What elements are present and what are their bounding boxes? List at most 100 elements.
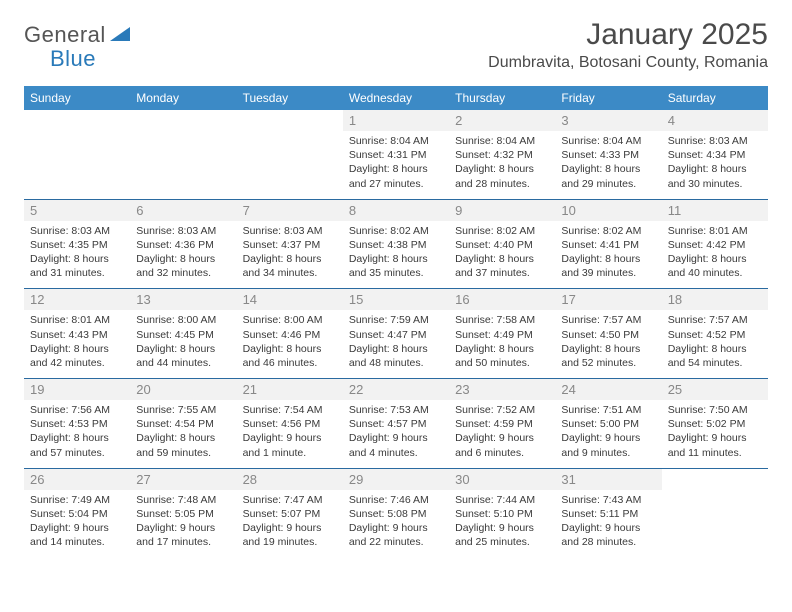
day-data: Sunrise: 8:04 AMSunset: 4:33 PMDaylight:… — [561, 134, 655, 191]
calendar-header-row: SundayMondayTuesdayWednesdayThursdayFrid… — [24, 86, 768, 110]
day-data: Sunrise: 8:03 AMSunset: 4:36 PMDaylight:… — [136, 224, 230, 281]
day-number: 28 — [237, 469, 343, 490]
day-number: 2 — [449, 110, 555, 131]
day-number: 26 — [24, 469, 130, 490]
calendar-cell: 3 Sunrise: 8:04 AMSunset: 4:33 PMDaylight… — [555, 110, 661, 199]
calendar-cell: 19 Sunrise: 7:56 AMSunset: 4:53 PMDayligh… — [24, 379, 130, 469]
logo-text-blue: Blue — [50, 46, 96, 71]
calendar-cell: 20 Sunrise: 7:55 AMSunset: 4:54 PMDayligh… — [130, 379, 236, 469]
day-number: 18 — [662, 289, 768, 310]
day-number: 22 — [343, 379, 449, 400]
day-data: Sunrise: 8:03 AMSunset: 4:34 PMDaylight:… — [668, 134, 762, 191]
day-data: Sunrise: 7:53 AMSunset: 4:57 PMDaylight:… — [349, 403, 443, 460]
day-number: 30 — [449, 469, 555, 490]
calendar-cell: 5 Sunrise: 8:03 AMSunset: 4:35 PMDaylight… — [24, 199, 130, 289]
weekday-header: Tuesday — [237, 86, 343, 110]
day-number: 16 — [449, 289, 555, 310]
day-data: Sunrise: 7:44 AMSunset: 5:10 PMDaylight:… — [455, 493, 549, 550]
day-number: 31 — [555, 469, 661, 490]
location: Dumbravita, Botosani County, Romania — [488, 54, 768, 72]
calendar-cell: 1 Sunrise: 8:04 AMSunset: 4:31 PMDaylight… — [343, 110, 449, 199]
calendar-cell: 6 Sunrise: 8:03 AMSunset: 4:36 PMDaylight… — [130, 199, 236, 289]
day-number: 29 — [343, 469, 449, 490]
day-data: Sunrise: 8:04 AMSunset: 4:31 PMDaylight:… — [349, 134, 443, 191]
calendar-cell: 11 Sunrise: 8:01 AMSunset: 4:42 PMDayligh… — [662, 199, 768, 289]
calendar-cell: 30 Sunrise: 7:44 AMSunset: 5:10 PMDayligh… — [449, 468, 555, 557]
calendar-cell — [237, 110, 343, 199]
day-number: 19 — [24, 379, 130, 400]
calendar-cell: 8 Sunrise: 8:02 AMSunset: 4:38 PMDaylight… — [343, 199, 449, 289]
day-data: Sunrise: 7:52 AMSunset: 4:59 PMDaylight:… — [455, 403, 549, 460]
day-data: Sunrise: 7:57 AMSunset: 4:50 PMDaylight:… — [561, 313, 655, 370]
logo-text-general: General — [24, 22, 106, 48]
day-data: Sunrise: 7:58 AMSunset: 4:49 PMDaylight:… — [455, 313, 549, 370]
day-data: Sunrise: 8:03 AMSunset: 4:35 PMDaylight:… — [30, 224, 124, 281]
title-block: January 2025 Dumbravita, Botosani County… — [488, 18, 768, 72]
day-number: 6 — [130, 200, 236, 221]
day-number: 13 — [130, 289, 236, 310]
day-number: 11 — [662, 200, 768, 221]
day-data: Sunrise: 8:02 AMSunset: 4:38 PMDaylight:… — [349, 224, 443, 281]
day-data: Sunrise: 8:02 AMSunset: 4:41 PMDaylight:… — [561, 224, 655, 281]
calendar-cell: 18 Sunrise: 7:57 AMSunset: 4:52 PMDayligh… — [662, 289, 768, 379]
day-number: 15 — [343, 289, 449, 310]
day-number: 8 — [343, 200, 449, 221]
calendar-cell: 24 Sunrise: 7:51 AMSunset: 5:00 PMDayligh… — [555, 379, 661, 469]
day-data: Sunrise: 7:57 AMSunset: 4:52 PMDaylight:… — [668, 313, 762, 370]
calendar-cell: 17 Sunrise: 7:57 AMSunset: 4:50 PMDayligh… — [555, 289, 661, 379]
calendar-cell: 9Sunrise: 8:02 AMSunset: 4:40 PMDaylight… — [449, 199, 555, 289]
calendar-cell: 16 Sunrise: 7:58 AMSunset: 4:49 PMDayligh… — [449, 289, 555, 379]
weekday-header: Monday — [130, 86, 236, 110]
calendar-cell: 14Sunrise: 8:00 AMSunset: 4:46 PMDayligh… — [237, 289, 343, 379]
day-number: 3 — [555, 110, 661, 131]
weekday-header: Thursday — [449, 86, 555, 110]
logo: General — [24, 18, 132, 48]
calendar-cell: 2 Sunrise: 8:04 AMSunset: 4:32 PMDaylight… — [449, 110, 555, 199]
day-data: Sunrise: 8:01 AMSunset: 4:43 PMDaylight:… — [30, 313, 124, 370]
calendar-cell: 27 Sunrise: 7:48 AMSunset: 5:05 PMDayligh… — [130, 468, 236, 557]
day-number: 23 — [449, 379, 555, 400]
day-data: Sunrise: 7:51 AMSunset: 5:00 PMDaylight:… — [561, 403, 655, 460]
calendar-cell: 25 Sunrise: 7:50 AMSunset: 5:02 PMDayligh… — [662, 379, 768, 469]
day-data: Sunrise: 8:04 AMSunset: 4:32 PMDaylight:… — [455, 134, 549, 191]
day-data: Sunrise: 7:46 AMSunset: 5:08 PMDaylight:… — [349, 493, 443, 550]
weekday-header: Wednesday — [343, 86, 449, 110]
day-number: 5 — [24, 200, 130, 221]
day-number: 12 — [24, 289, 130, 310]
calendar-cell: 10Sunrise: 8:02 AMSunset: 4:41 PMDayligh… — [555, 199, 661, 289]
calendar-cell: 22 Sunrise: 7:53 AMSunset: 4:57 PMDayligh… — [343, 379, 449, 469]
day-data: Sunrise: 7:55 AMSunset: 4:54 PMDaylight:… — [136, 403, 230, 460]
day-number: 21 — [237, 379, 343, 400]
weekday-header: Saturday — [662, 86, 768, 110]
day-number: 17 — [555, 289, 661, 310]
weekday-header: Sunday — [24, 86, 130, 110]
month-title: January 2025 — [488, 18, 768, 52]
day-data: Sunrise: 8:00 AMSunset: 4:46 PMDaylight:… — [243, 313, 337, 370]
calendar-cell: 12 Sunrise: 8:01 AMSunset: 4:43 PMDayligh… — [24, 289, 130, 379]
day-number: 20 — [130, 379, 236, 400]
day-data: Sunrise: 7:59 AMSunset: 4:47 PMDaylight:… — [349, 313, 443, 370]
calendar-cell: 7Sunrise: 8:03 AMSunset: 4:37 PMDaylight… — [237, 199, 343, 289]
day-data: Sunrise: 8:00 AMSunset: 4:45 PMDaylight:… — [136, 313, 230, 370]
day-number: 27 — [130, 469, 236, 490]
day-data: Sunrise: 8:02 AMSunset: 4:40 PMDaylight:… — [455, 224, 549, 281]
calendar-cell: 4Sunrise: 8:03 AMSunset: 4:34 PMDaylight… — [662, 110, 768, 199]
calendar-cell: 15 Sunrise: 7:59 AMSunset: 4:47 PMDayligh… — [343, 289, 449, 379]
calendar-cell: 26Sunrise: 7:49 AMSunset: 5:04 PMDayligh… — [24, 468, 130, 557]
day-number: 24 — [555, 379, 661, 400]
calendar-table: SundayMondayTuesdayWednesdayThursdayFrid… — [24, 86, 768, 557]
day-number: 1 — [343, 110, 449, 131]
calendar-cell — [130, 110, 236, 199]
weekday-header: Friday — [555, 86, 661, 110]
calendar-cell: 21Sunrise: 7:54 AMSunset: 4:56 PMDayligh… — [237, 379, 343, 469]
day-number: 25 — [662, 379, 768, 400]
calendar-cell: 28Sunrise: 7:47 AMSunset: 5:07 PMDayligh… — [237, 468, 343, 557]
calendar-cell: 23 Sunrise: 7:52 AMSunset: 4:59 PMDayligh… — [449, 379, 555, 469]
day-data: Sunrise: 7:56 AMSunset: 4:53 PMDaylight:… — [30, 403, 124, 460]
calendar-cell: 29 Sunrise: 7:46 AMSunset: 5:08 PMDayligh… — [343, 468, 449, 557]
calendar-cell: 13 Sunrise: 8:00 AMSunset: 4:45 PMDayligh… — [130, 289, 236, 379]
day-data: Sunrise: 8:01 AMSunset: 4:42 PMDaylight:… — [668, 224, 762, 281]
day-data: Sunrise: 7:50 AMSunset: 5:02 PMDaylight:… — [668, 403, 762, 460]
day-data: Sunrise: 7:48 AMSunset: 5:05 PMDaylight:… — [136, 493, 230, 550]
day-number: 7 — [237, 200, 343, 221]
